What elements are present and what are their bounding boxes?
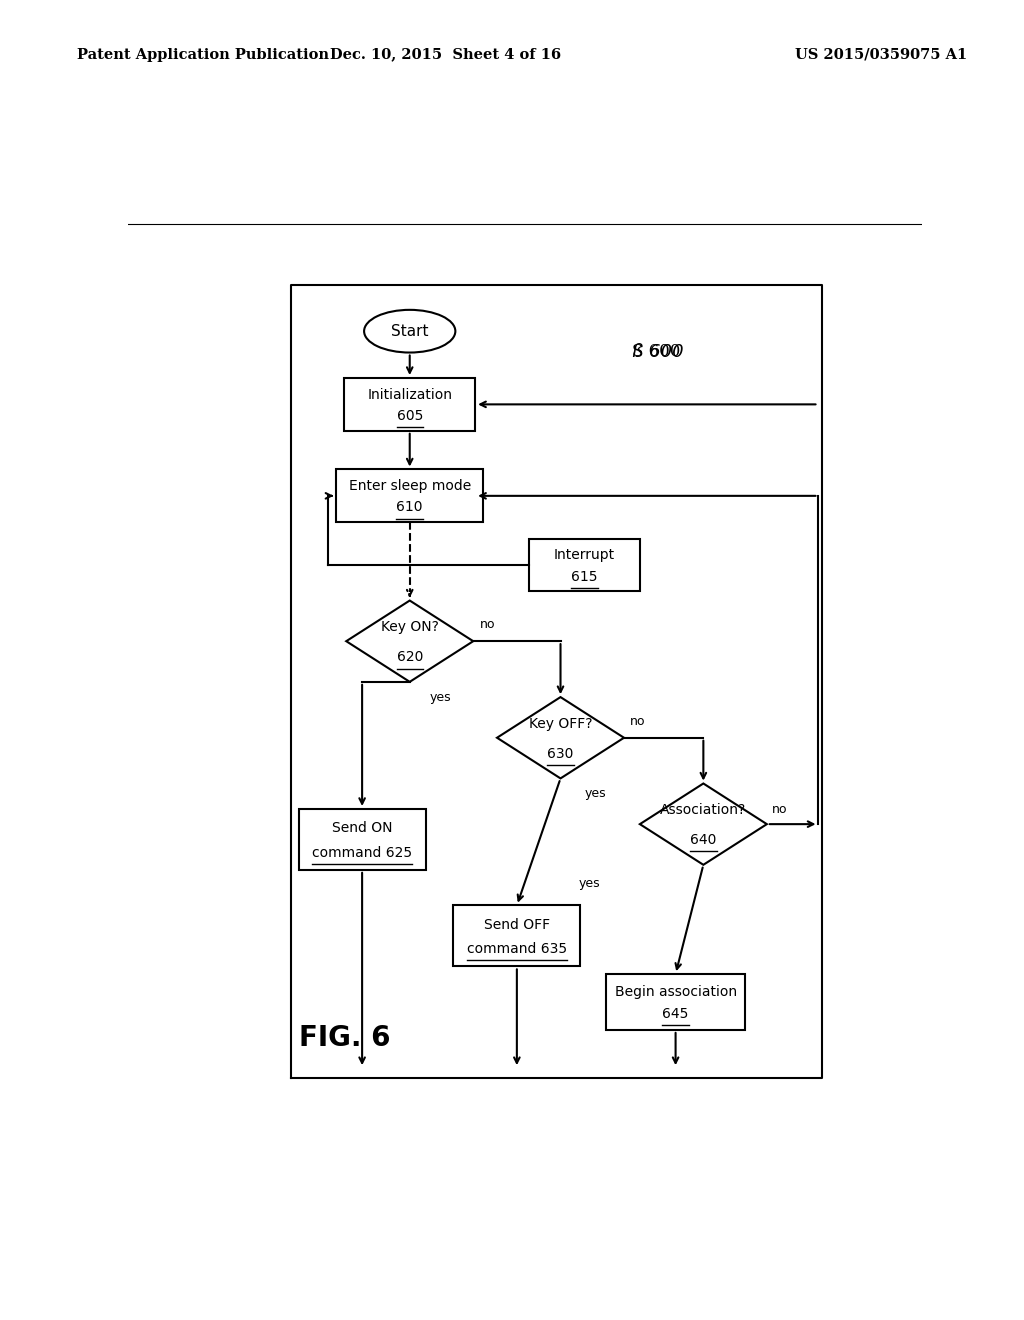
Text: S 600: S 600 xyxy=(632,343,680,360)
Text: Enter sleep mode: Enter sleep mode xyxy=(348,479,471,494)
Text: 615: 615 xyxy=(571,570,598,583)
Text: Patent Application Publication: Patent Application Publication xyxy=(77,48,329,62)
Text: Initialization: Initialization xyxy=(368,388,453,401)
Polygon shape xyxy=(640,784,767,865)
Ellipse shape xyxy=(365,310,456,352)
Text: yes: yes xyxy=(579,876,600,890)
Text: command 635: command 635 xyxy=(467,942,567,957)
Text: Send OFF: Send OFF xyxy=(483,917,550,932)
FancyBboxPatch shape xyxy=(454,906,581,966)
Text: no: no xyxy=(772,803,787,816)
Text: Association?: Association? xyxy=(660,803,746,817)
FancyBboxPatch shape xyxy=(336,470,483,523)
Text: no: no xyxy=(631,714,646,727)
Text: Dec. 10, 2015  Sheet 4 of 16: Dec. 10, 2015 Sheet 4 of 16 xyxy=(330,48,561,62)
Text: Key ON?: Key ON? xyxy=(381,620,438,634)
Text: Interrupt: Interrupt xyxy=(554,548,614,562)
Text: Begin association: Begin association xyxy=(614,985,736,999)
FancyBboxPatch shape xyxy=(344,378,475,430)
Polygon shape xyxy=(497,697,624,779)
Text: 605: 605 xyxy=(396,409,423,422)
Text: FIG. 6: FIG. 6 xyxy=(299,1023,390,1052)
Text: ß 600: ß 600 xyxy=(632,342,684,360)
Text: Start: Start xyxy=(391,323,428,339)
Text: yes: yes xyxy=(430,690,452,704)
Text: Send ON: Send ON xyxy=(332,821,392,836)
Text: yes: yes xyxy=(585,787,606,800)
Text: 620: 620 xyxy=(396,651,423,664)
Text: no: no xyxy=(479,618,495,631)
Text: 630: 630 xyxy=(547,747,573,762)
Text: 645: 645 xyxy=(663,1007,689,1022)
Text: US 2015/0359075 A1: US 2015/0359075 A1 xyxy=(795,48,967,62)
FancyBboxPatch shape xyxy=(528,539,640,591)
Text: 610: 610 xyxy=(396,500,423,515)
FancyBboxPatch shape xyxy=(299,809,426,870)
FancyBboxPatch shape xyxy=(606,974,745,1030)
Text: 640: 640 xyxy=(690,833,717,847)
Text: Key OFF?: Key OFF? xyxy=(528,717,592,730)
Text: command 625: command 625 xyxy=(312,846,413,859)
Polygon shape xyxy=(346,601,473,682)
